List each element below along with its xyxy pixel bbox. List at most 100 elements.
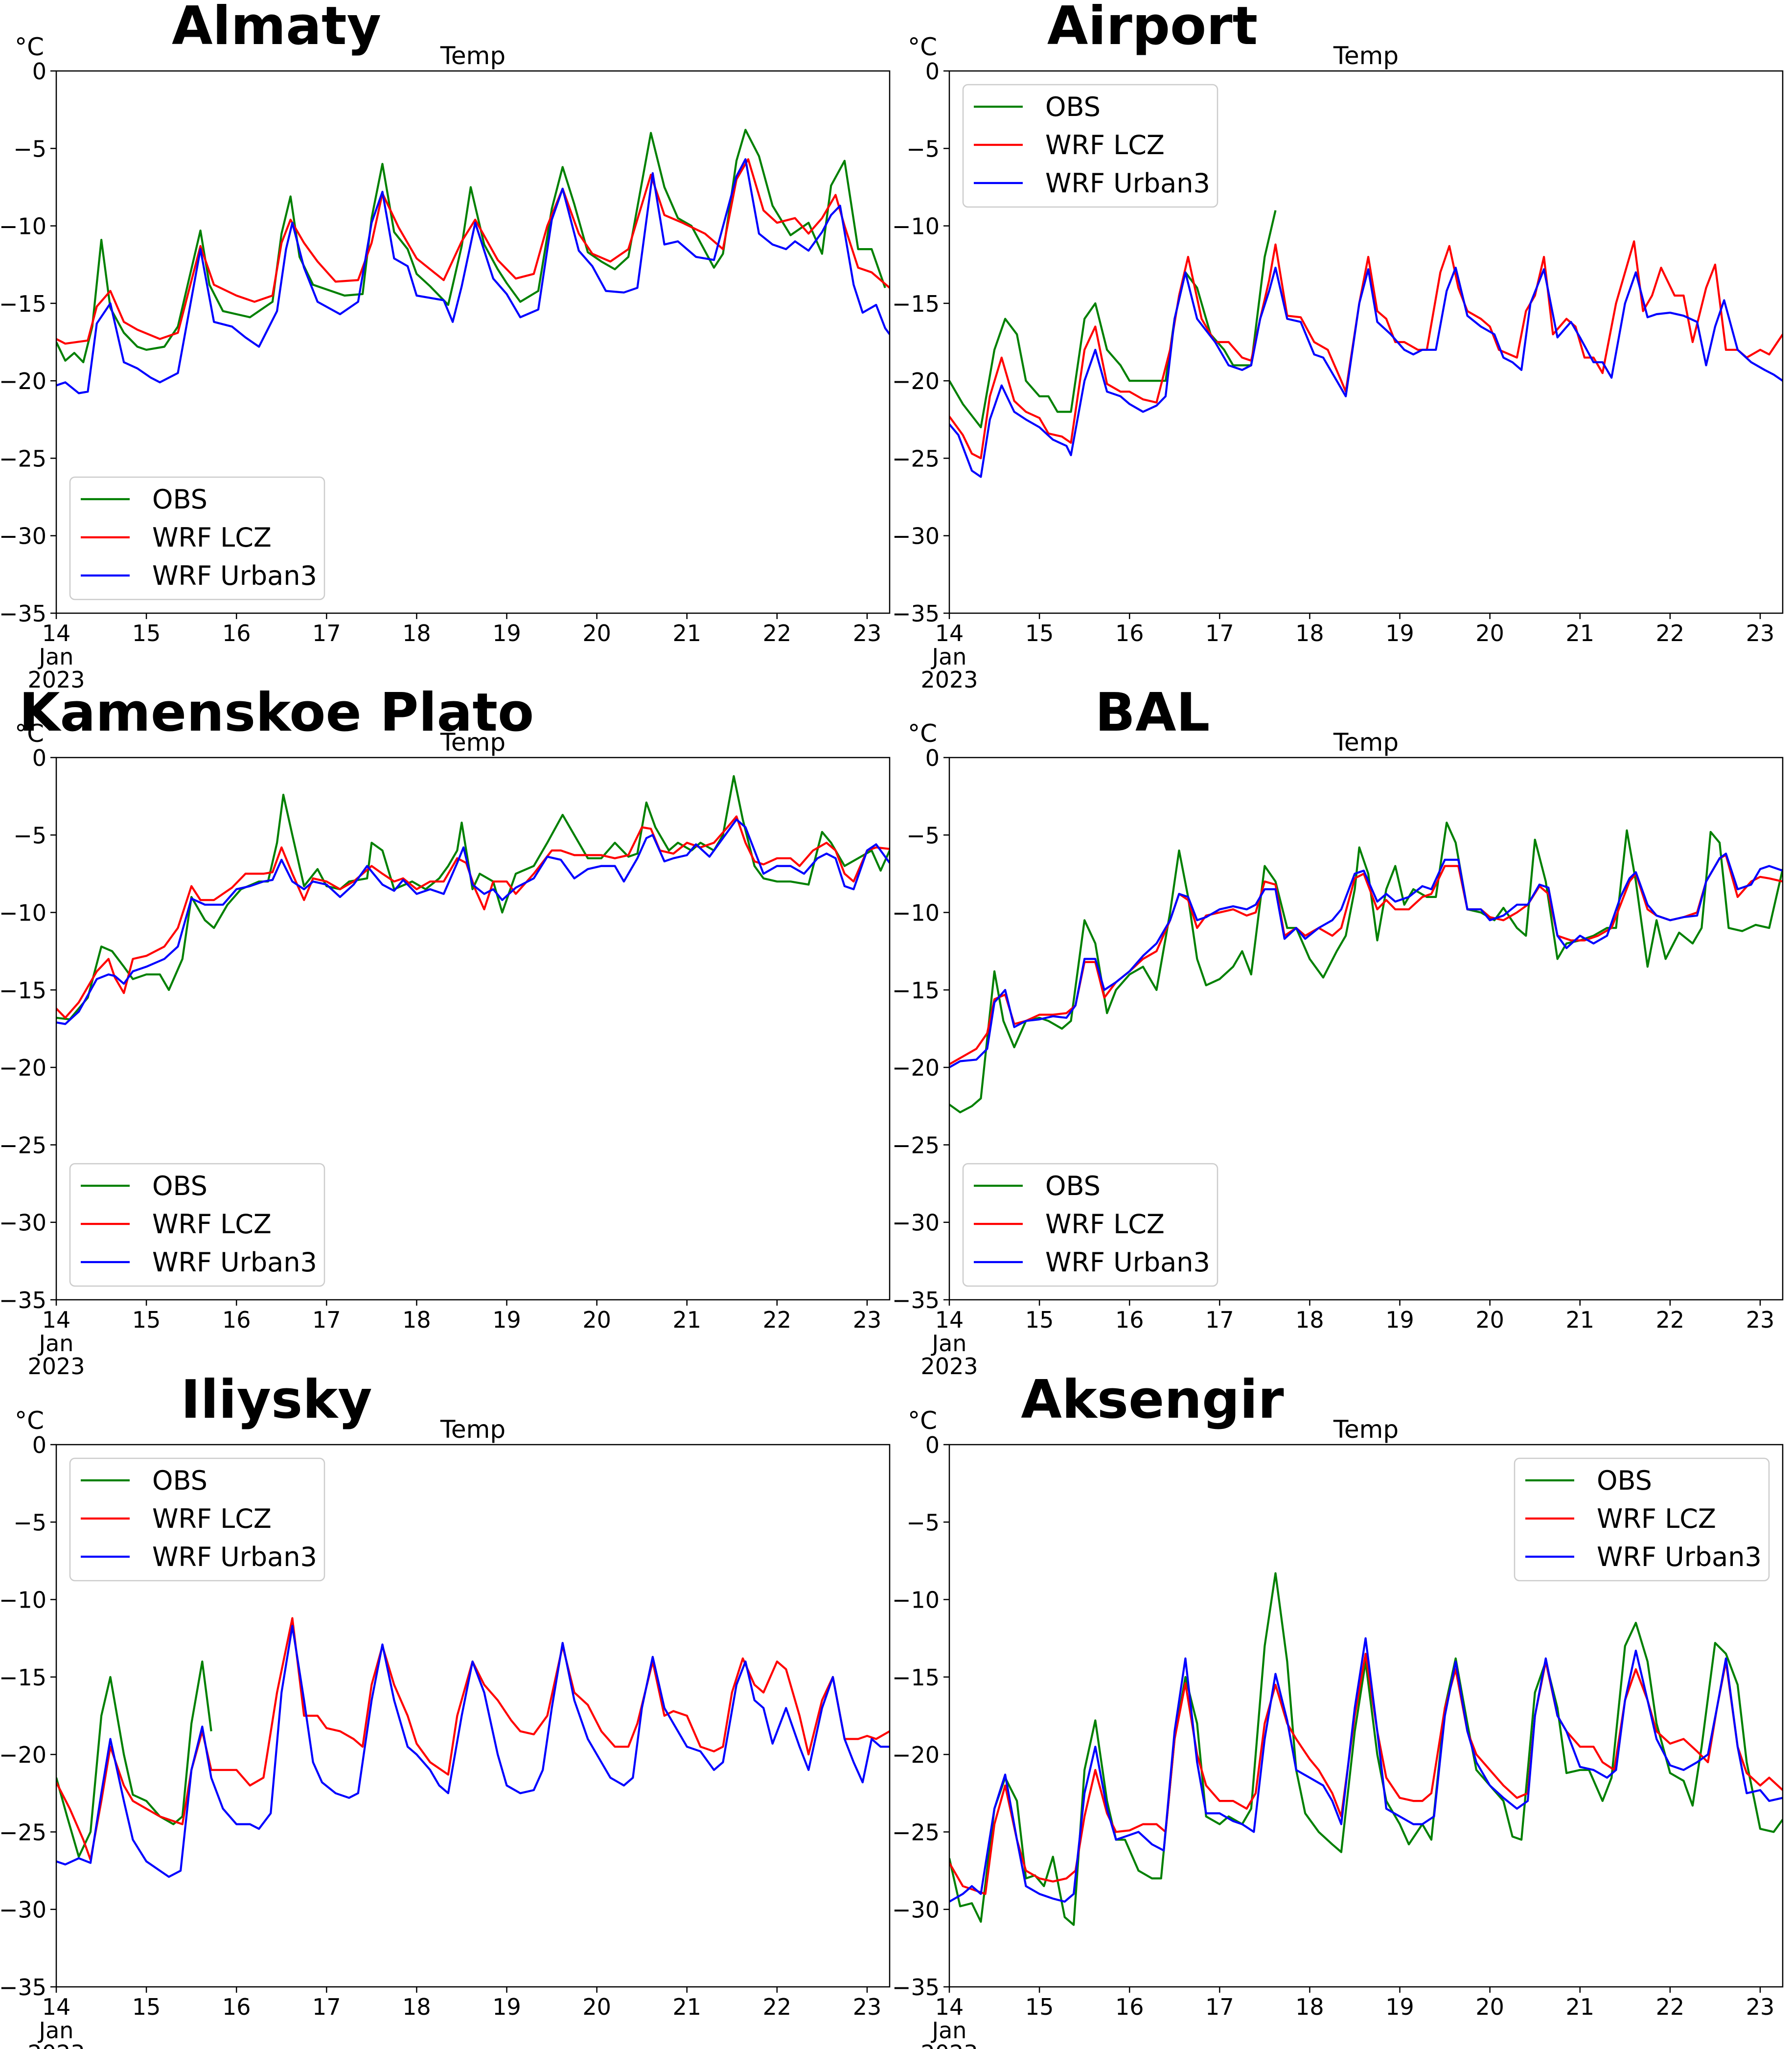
y-tick-label: −15 (0, 1664, 46, 1691)
x-tick-label: 14 (42, 1307, 71, 1333)
series-lines (56, 1617, 890, 1878)
x-year-label: 2023 (920, 2040, 978, 2049)
x-tick-label: 22 (1656, 620, 1685, 646)
y-tick-label: −10 (0, 213, 46, 240)
x-tick-label: 23 (1746, 1307, 1775, 1333)
y-tick-label: −5 (13, 822, 46, 849)
station-title: Almaty (172, 0, 381, 57)
x-tick-label: 18 (1295, 620, 1324, 646)
y-tick-label: −20 (0, 1742, 46, 1768)
series-obs (56, 1660, 212, 1858)
x-tick-label: 18 (402, 1307, 431, 1333)
x-month-label: Jan (38, 1330, 74, 1357)
series-lines (949, 821, 1783, 1113)
legend-box (1514, 1457, 1770, 1582)
series-wrf-lcz (56, 158, 890, 345)
y-tick-label: −25 (892, 1132, 940, 1158)
y-tick-label: −10 (892, 900, 940, 926)
legend-label: WRF LCZ (1597, 1503, 1716, 1534)
station-title: Aksengir (1021, 1369, 1284, 1430)
y-tick-label: −25 (0, 1132, 46, 1158)
series-wrf-urban3 (56, 1625, 890, 1878)
x-tick-label: 15 (132, 1307, 161, 1333)
y-axis-unit: °C (908, 33, 937, 61)
x-tick-label: 21 (1565, 620, 1594, 646)
y-tick-label: −15 (892, 291, 940, 317)
legend: OBS WRF LCZ WRF Urban3 (69, 476, 325, 600)
axes-frame (948, 1444, 1784, 1988)
series-wrf-lcz (949, 854, 1783, 1065)
y-tick-label: −20 (0, 368, 46, 394)
legend-label: WRF LCZ (1045, 130, 1165, 161)
axes-frame (55, 70, 891, 614)
y-tick-label: −5 (13, 136, 46, 162)
y-tick-label: −15 (0, 977, 46, 1004)
x-tick-label: 15 (132, 620, 161, 646)
axes-frame (55, 1444, 891, 1988)
y-tick-label: −15 (892, 977, 940, 1004)
x-tick-label: 16 (222, 620, 251, 646)
x-tick-label: 14 (935, 1994, 964, 2020)
x-tick-label: 20 (1475, 620, 1504, 646)
series-wrf-urban3 (949, 266, 1783, 478)
x-tick-label: 19 (492, 620, 521, 646)
x-tick-label: 15 (1025, 1307, 1054, 1333)
legend-label: OBS (152, 1171, 207, 1201)
legend: OBS WRF LCZ WRF Urban3 (69, 1163, 325, 1287)
series-lines (56, 775, 890, 1025)
x-year-label: 2023 (27, 667, 85, 693)
station-title: Kamenskoe Plato (19, 682, 534, 743)
y-axis-unit: °C (15, 33, 44, 61)
x-tick-label: 15 (132, 1994, 161, 2020)
x-year-label: 2023 (920, 1353, 978, 1380)
axes-frame (948, 757, 1784, 1301)
x-tick-label: 23 (1746, 620, 1775, 646)
x-tick-label: 17 (1205, 620, 1234, 646)
y-axis-unit: °C (15, 1406, 44, 1435)
x-tick-label: 23 (853, 1307, 882, 1333)
x-month-label: Jan (931, 644, 967, 670)
legend-label: WRF LCZ (152, 522, 272, 553)
y-tick-label: 0 (925, 58, 940, 85)
x-tick-label: 21 (672, 1994, 701, 2020)
y-tick-label: −20 (892, 1055, 940, 1081)
x-tick-label: 22 (763, 1307, 792, 1333)
plot-title: Temp (440, 728, 505, 757)
legend-label: OBS (152, 484, 207, 515)
legend-box (69, 1163, 325, 1287)
y-tick-label: 0 (32, 58, 46, 85)
x-year-label: 2023 (27, 1353, 85, 1380)
y-tick-label: −30 (892, 523, 940, 550)
y-tick-label: −30 (0, 1897, 46, 1923)
y-tick-label: −20 (892, 1742, 940, 1768)
y-tick-label: −25 (892, 445, 940, 472)
series-lines (56, 129, 890, 394)
x-tick-label: 20 (582, 620, 611, 646)
y-tick-label: −30 (0, 1210, 46, 1236)
y-tick-label: −30 (892, 1897, 940, 1923)
legend-label: WRF LCZ (1045, 1209, 1165, 1240)
y-tick-label: −25 (0, 1819, 46, 1845)
y-tick-label: −25 (892, 1819, 940, 1845)
legend-box (69, 476, 325, 600)
legend-label: WRF Urban3 (1045, 1247, 1210, 1278)
legend-label: WRF LCZ (152, 1209, 272, 1240)
x-year-label: 2023 (27, 2040, 85, 2049)
x-tick-label: 17 (312, 1994, 341, 2020)
x-tick-label: 20 (1475, 1307, 1504, 1333)
x-tick-label: 22 (763, 1994, 792, 2020)
x-tick-label: 18 (402, 620, 431, 646)
x-tick-label: 20 (1475, 1994, 1504, 2020)
axes-frame (948, 70, 1784, 614)
legend-box (962, 84, 1218, 208)
y-tick-label: −10 (892, 213, 940, 240)
x-tick-label: 20 (582, 1994, 611, 2020)
y-tick-label: −15 (0, 291, 46, 317)
series-wrf-lcz (56, 1617, 890, 1861)
x-tick-label: 16 (1115, 1994, 1144, 2020)
series-wrf-urban3 (949, 852, 1783, 1068)
x-tick-label: 16 (222, 1994, 251, 2020)
